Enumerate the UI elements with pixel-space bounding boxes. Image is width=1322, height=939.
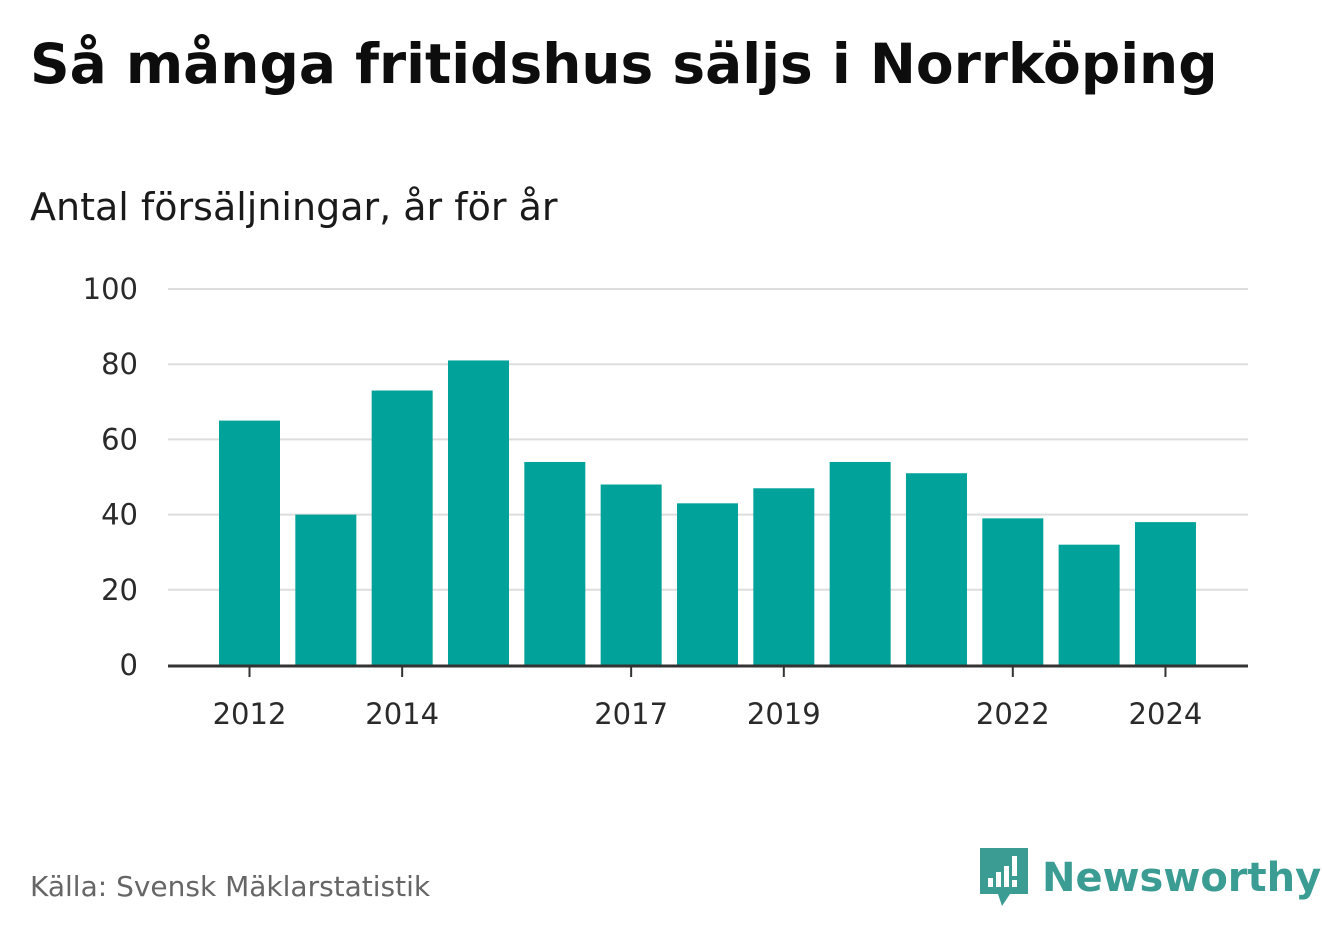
bar-2014 xyxy=(371,390,433,665)
bar-2022 xyxy=(982,518,1044,665)
bar-2018 xyxy=(676,503,738,665)
y-tick-label: 60 xyxy=(101,422,138,456)
y-axis-ticks: 0 20 40 60 80 100 xyxy=(83,272,138,682)
x-tick-label: 2019 xyxy=(747,697,821,731)
bar-2019 xyxy=(753,488,815,665)
bar-2016 xyxy=(524,461,586,665)
source-note: Källa: Svensk Mäklarstatistik xyxy=(30,870,431,903)
bar-2024 xyxy=(1134,522,1196,665)
x-tick-label: 2022 xyxy=(976,697,1050,731)
x-tick-label: 2012 xyxy=(213,697,287,731)
bar-2021 xyxy=(905,473,967,665)
brand: Newsworthy xyxy=(980,848,1321,908)
x-tick-label: 2024 xyxy=(1129,697,1203,731)
brand-name: Newsworthy xyxy=(1042,855,1322,901)
x-axis-ticks: 2012 2014 2017 2019 2022 2024 xyxy=(213,666,1203,731)
bar-2023 xyxy=(1058,544,1120,665)
bar-2012 xyxy=(219,420,280,665)
y-tick-label: 0 xyxy=(120,648,138,682)
y-tick-label: 100 xyxy=(83,272,138,306)
x-tick-label: 2017 xyxy=(594,697,668,731)
bar-2020 xyxy=(829,461,891,665)
bar-2015 xyxy=(447,360,509,665)
chart-title: Så många fritidshus säljs i Norrköping xyxy=(30,32,1218,96)
bar-2013 xyxy=(295,514,357,665)
bar-2017 xyxy=(600,484,662,665)
y-tick-label: 20 xyxy=(101,573,138,607)
bars xyxy=(219,360,1196,665)
y-tick-label: 40 xyxy=(101,498,138,532)
chart-subtitle: Antal försäljningar, år för år xyxy=(30,185,558,229)
bar-chart: 0 20 40 60 80 100 2012 2014 2017 2019 2022 2024 xyxy=(83,272,1248,731)
x-tick-label: 2014 xyxy=(365,697,439,731)
newsworthy-logo-icon xyxy=(980,848,1028,906)
y-tick-label: 80 xyxy=(101,347,138,381)
